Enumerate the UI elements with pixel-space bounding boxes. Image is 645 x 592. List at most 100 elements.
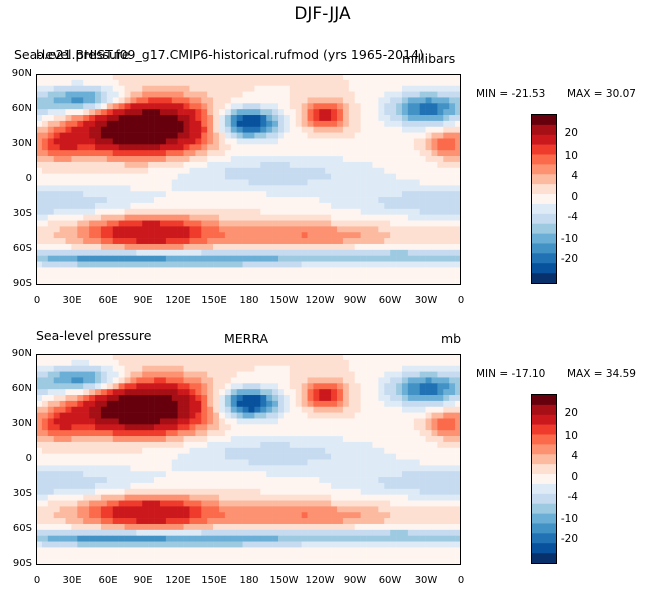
field-cell	[53, 156, 60, 163]
field-cell	[183, 400, 190, 408]
field-cell	[396, 179, 403, 186]
field-cell	[165, 488, 173, 495]
field-cell	[77, 156, 84, 163]
field-cell	[230, 232, 237, 239]
field-cell	[313, 518, 320, 525]
field-cell	[325, 79, 332, 87]
field-cell	[449, 383, 456, 390]
field-cell	[159, 459, 167, 466]
field-cell	[278, 477, 285, 484]
field-cell	[201, 185, 208, 192]
field-cell	[419, 500, 426, 507]
field-cell	[396, 120, 403, 128]
field-cell	[431, 261, 438, 268]
field-cell	[41, 179, 49, 186]
field-cell	[159, 109, 167, 116]
field-cell	[183, 389, 190, 396]
field-cell	[100, 471, 108, 478]
field-cell	[260, 383, 267, 390]
field-cell	[171, 249, 178, 256]
field-cell	[342, 430, 350, 437]
field-cell	[437, 185, 444, 192]
field-cell	[396, 126, 403, 133]
field-cell	[437, 132, 444, 139]
field-cell	[360, 103, 367, 110]
field-cell	[266, 255, 273, 262]
field-cell	[272, 506, 279, 513]
field-cell	[154, 191, 161, 198]
field-cell	[213, 535, 220, 542]
field-cell	[449, 430, 456, 437]
field-cell	[348, 279, 356, 285]
field-cell	[319, 424, 326, 431]
field-cell	[224, 359, 232, 367]
field-cell	[183, 191, 190, 198]
field-cell	[95, 500, 102, 507]
field-cell	[401, 512, 409, 519]
field-cell	[65, 255, 72, 262]
field-cell	[89, 506, 96, 513]
field-cell	[289, 267, 297, 274]
field-cell	[118, 377, 125, 384]
field-cell	[183, 185, 190, 192]
field-cell	[142, 482, 149, 490]
field-cell	[183, 441, 190, 449]
field-cell	[130, 459, 137, 466]
field-cell	[41, 249, 49, 256]
field-cell	[307, 120, 314, 128]
field-cell	[130, 512, 137, 519]
field-cell	[41, 412, 49, 419]
field-cell	[413, 85, 420, 92]
field-cell	[154, 185, 161, 192]
field-cell	[319, 506, 326, 513]
field-cell	[218, 365, 226, 372]
field-cell	[83, 249, 90, 256]
field-cell	[272, 197, 279, 204]
field-cell	[437, 267, 444, 274]
field-cell	[425, 243, 432, 251]
field-cell	[260, 191, 267, 198]
field-cell	[342, 406, 350, 413]
field-cell	[372, 179, 379, 186]
field-cell	[449, 418, 456, 425]
field-cell	[401, 418, 409, 425]
field-cell	[354, 471, 361, 478]
field-cell	[154, 179, 161, 186]
field-cell	[148, 103, 155, 110]
field-cell	[142, 365, 149, 372]
field-cell	[148, 512, 155, 519]
field-cell	[366, 389, 373, 396]
field-cell	[100, 400, 108, 408]
field-cell	[437, 424, 444, 431]
field-cell	[77, 249, 84, 256]
field-cell	[207, 365, 214, 372]
field-cell	[189, 208, 196, 215]
field-cell	[425, 167, 432, 174]
field-cell	[360, 406, 367, 413]
field-cell	[360, 518, 367, 525]
field-cell	[289, 424, 297, 431]
field-cell	[213, 226, 220, 233]
field-cell	[201, 197, 208, 204]
field-cell	[148, 220, 155, 227]
field-cell	[325, 494, 332, 501]
field-cell	[165, 412, 173, 419]
field-cell	[437, 243, 444, 251]
field-cell	[207, 488, 214, 495]
field-cell	[248, 202, 255, 210]
field-cell	[207, 85, 214, 92]
field-cell	[148, 279, 155, 285]
field-cell	[112, 197, 119, 204]
field-cell	[36, 488, 43, 495]
field-cell	[136, 377, 143, 384]
field-cell	[41, 91, 49, 98]
field-cell	[106, 482, 114, 490]
field-cell	[142, 97, 149, 104]
field-cell	[83, 412, 90, 419]
field-cell	[378, 494, 385, 501]
field-cell	[260, 488, 267, 495]
field-cell	[319, 156, 326, 163]
field-cell	[106, 389, 114, 396]
field-cell	[159, 243, 167, 251]
field-cell	[248, 185, 255, 192]
